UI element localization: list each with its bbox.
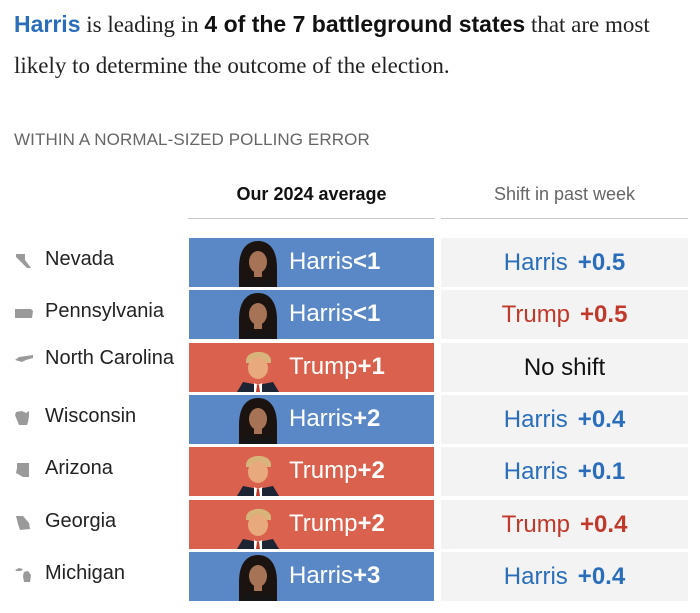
north-carolina-icon <box>15 355 33 362</box>
column-header-average: Our 2024 average <box>188 178 435 219</box>
shift-value: +0.4 <box>577 406 626 433</box>
state-row-north-carolina: North Carolina Trump+1 No shift <box>0 343 700 392</box>
headline-text-1: is leading in <box>80 12 205 37</box>
state-cell: Wisconsin <box>14 395 189 444</box>
state-row-wisconsin: Wisconsin Harris+2 Harris +0.4 <box>0 395 700 444</box>
state-row-nevada: Nevada Harris<1 Harris +0.5 <box>0 238 700 287</box>
georgia-icon <box>16 516 30 530</box>
column-header-shift: Shift in past week <box>441 178 688 219</box>
average-leader: Trump+1 <box>289 353 385 380</box>
average-cell: Harris+2 <box>189 395 434 444</box>
shift-candidate: Harris <box>503 249 568 276</box>
state-name: Arizona <box>45 457 113 479</box>
state-name: Georgia <box>45 510 117 532</box>
headline-candidate: Harris <box>14 11 81 37</box>
average-leader: Harris+3 <box>289 562 381 589</box>
state-cell: Pennsylvania <box>14 290 189 339</box>
state-cell: North Carolina <box>14 343 189 392</box>
average-cell: Trump+2 <box>189 500 434 549</box>
state-name: Michigan <box>45 562 126 584</box>
shift-cell: Harris +0.5 <box>441 238 688 287</box>
state-cell: Nevada <box>14 238 189 287</box>
shift-value: +0.4 <box>580 511 628 538</box>
state-name: Nevada <box>45 248 114 270</box>
shift-cell: Harris +0.4 <box>441 552 688 601</box>
state-row-georgia: Georgia Trump+2 Trump +0.4 <box>0 500 700 549</box>
shift-value: +0.1 <box>577 458 626 485</box>
shift-candidate: Trump <box>501 301 571 328</box>
wisconsin-icon <box>15 411 29 425</box>
trump-portrait-icon <box>237 508 279 549</box>
arizona-icon <box>16 463 29 477</box>
harris-portrait-icon <box>239 555 277 601</box>
state-cell: Arizona <box>14 447 189 496</box>
state-row-pennsylvania: Pennsylvania Harris<1 Trump +0.5 <box>0 290 700 339</box>
shift-value: +0.5 <box>580 301 628 328</box>
state-row-arizona: Arizona Trump+2 Harris +0.1 <box>0 447 700 496</box>
state-name: Wisconsin <box>45 405 137 427</box>
michigan-icon <box>15 568 31 582</box>
average-leader: Harris+2 <box>289 405 381 432</box>
state-row-michigan: Michigan Harris+3 Harris +0.4 <box>0 552 700 601</box>
headline: Harris is leading in 4 of the 7 battlegr… <box>14 4 694 86</box>
average-leader: Harris<1 <box>289 248 381 275</box>
average-leader: Trump+2 <box>289 457 385 484</box>
shift-candidate: Harris <box>503 563 568 590</box>
average-cell: Harris+3 <box>189 552 434 601</box>
nevada-icon <box>16 254 31 268</box>
state-cell: Georgia <box>14 500 189 549</box>
average-cell: Trump+2 <box>189 447 434 496</box>
shift-cell: Trump +0.4 <box>441 500 688 549</box>
shift-candidate: Harris <box>503 458 568 485</box>
shift-cell: Harris +0.4 <box>441 395 688 444</box>
average-cell: Harris<1 <box>189 290 434 339</box>
harris-portrait-icon <box>239 293 277 339</box>
headline-text-2: that are most likely to determine the ou… <box>14 12 650 78</box>
shift-text: No shift <box>523 354 606 381</box>
state-name: North Carolina <box>45 347 174 369</box>
shift-value: +0.5 <box>577 249 626 276</box>
shift-cell: No shift <box>441 343 688 392</box>
shift-candidate: Trump <box>501 511 571 538</box>
pennsylvania-icon <box>15 309 33 318</box>
average-leader: Harris<1 <box>289 300 381 327</box>
section-subhead: WITHIN A NORMAL-SIZED POLLING ERROR <box>14 130 370 149</box>
average-leader: Trump+2 <box>289 510 385 537</box>
shift-value: +0.4 <box>577 563 626 590</box>
trump-portrait-icon <box>237 455 279 496</box>
state-name: Pennsylvania <box>45 300 164 322</box>
shift-cell: Harris +0.1 <box>441 447 688 496</box>
shift-candidate: Harris <box>503 406 568 433</box>
average-cell: Trump+1 <box>189 343 434 392</box>
headline-emphasis: 4 of the 7 battleground states <box>204 11 526 37</box>
harris-portrait-icon <box>239 398 277 444</box>
average-cell: Harris<1 <box>189 238 434 287</box>
trump-portrait-icon <box>237 351 279 392</box>
state-cell: Michigan <box>14 552 189 601</box>
harris-portrait-icon <box>239 241 277 287</box>
shift-cell: Trump +0.5 <box>441 290 688 339</box>
